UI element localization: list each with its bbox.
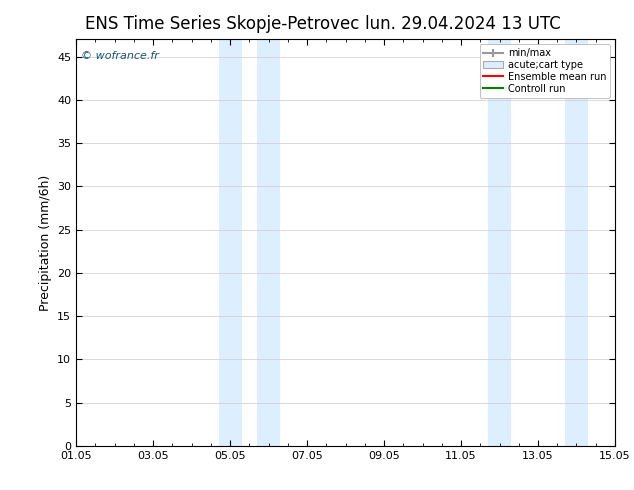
Text: © wofrance.fr: © wofrance.fr: [81, 51, 159, 61]
Text: ENS Time Series Skopje-Petrovec: ENS Time Series Skopje-Petrovec: [85, 15, 359, 33]
Legend: min/max, acute;cart type, Ensemble mean run, Controll run: min/max, acute;cart type, Ensemble mean …: [479, 44, 610, 98]
Bar: [565, 39, 588, 446]
Bar: [488, 39, 511, 446]
Y-axis label: Precipitation (mm/6h): Precipitation (mm/6h): [39, 174, 51, 311]
Bar: [257, 39, 280, 446]
Bar: [219, 39, 242, 446]
Text: lun. 29.04.2024 13 UTC: lun. 29.04.2024 13 UTC: [365, 15, 560, 33]
